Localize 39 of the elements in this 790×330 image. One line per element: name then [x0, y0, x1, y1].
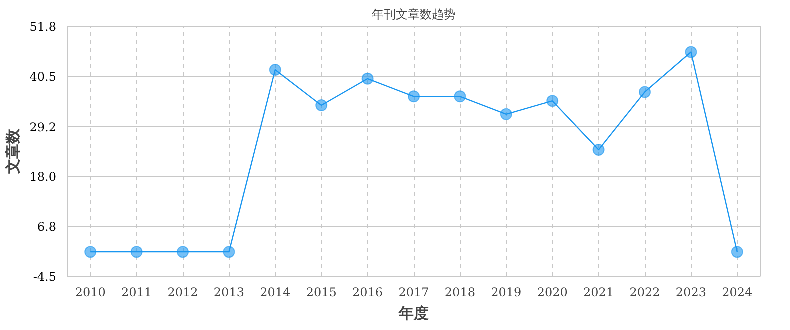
point [546, 95, 559, 108]
x-tick-label: 2023 [676, 286, 706, 300]
point [500, 108, 512, 120]
point [177, 246, 189, 258]
point [454, 90, 466, 103]
x-tick-label: 2018 [444, 286, 476, 300]
x-tick-label: 2013 [214, 286, 244, 300]
point [362, 72, 374, 85]
x-tick-label: 2021 [584, 286, 614, 300]
y-axis-title: 文章数 [4, 128, 22, 175]
point [408, 90, 420, 103]
point [223, 246, 236, 258]
x-tick-label: 2015 [306, 286, 337, 300]
x-tick-label: 2010 [75, 286, 106, 300]
point [639, 86, 651, 98]
x-tick-label: 2011 [122, 286, 152, 300]
point [731, 246, 744, 258]
x-tick-label: 2014 [260, 286, 292, 300]
chart-title: 年刊文章数趋势 [372, 8, 456, 22]
x-tick-label: 2012 [168, 286, 198, 300]
x-axis-title: 年度 [398, 304, 429, 322]
x-tick-label: 2019 [491, 286, 522, 300]
x-tick-label: 2022 [630, 286, 660, 300]
x-tick-label: 2016 [352, 286, 384, 300]
point [84, 246, 97, 258]
y-tick-label: 6.8 [37, 220, 57, 234]
point [685, 46, 698, 58]
x-tick-label: 2024 [722, 286, 754, 300]
y-tick-label: 18.0 [30, 170, 56, 184]
point [316, 100, 328, 112]
point [269, 64, 282, 76]
y-tick-label: 51.8 [30, 20, 56, 34]
point [592, 144, 605, 156]
y-tick-label: 40.5 [30, 70, 56, 84]
point [130, 246, 143, 258]
y-tick-label: 29.2 [30, 120, 56, 134]
x-tick-label: 2017 [398, 286, 430, 300]
x-tick-label: 2020 [537, 286, 568, 300]
y-tick-label: -4.5 [33, 270, 56, 284]
